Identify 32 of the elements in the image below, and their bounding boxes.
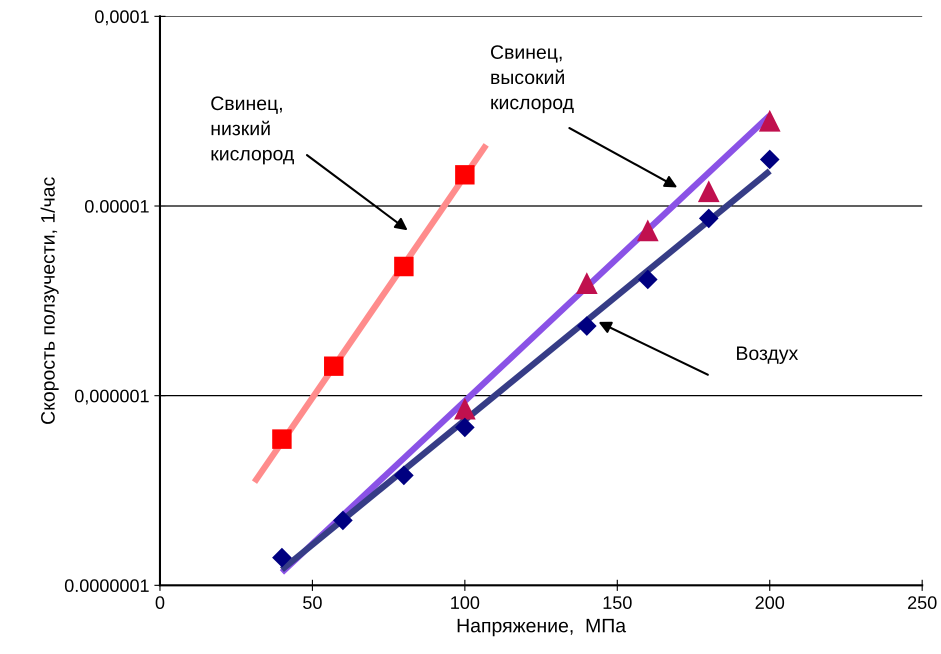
- y-axis-title: Скорость ползучести, 1/час: [40, 177, 59, 424]
- point: [577, 316, 596, 336]
- x-tick-label: 50: [303, 596, 322, 610]
- point: [272, 429, 292, 449]
- annotation: Свинец, высокий кислород: [490, 45, 574, 114]
- point: [272, 548, 292, 568]
- y-tick-label: 0.0000001: [64, 579, 149, 592]
- y-tick-label: 0.00001: [85, 200, 149, 213]
- point: [394, 466, 414, 485]
- point: [455, 418, 474, 437]
- y-tick-label: 0,000001: [74, 390, 149, 405]
- point: [454, 398, 476, 420]
- point: [699, 208, 718, 228]
- x-tick-label: 200: [756, 596, 784, 610]
- point: [637, 220, 658, 242]
- x-tick-label: 0: [156, 596, 164, 610]
- point: [759, 110, 780, 132]
- point: [394, 256, 414, 276]
- annotation: Свинец, низкий кислород: [211, 96, 294, 164]
- annotation: Воздух: [737, 346, 798, 364]
- point: [638, 270, 658, 289]
- point: [698, 181, 720, 202]
- x-tick-label: 100: [451, 596, 480, 610]
- point: [576, 273, 598, 294]
- x-tick-label: 250: [908, 596, 937, 610]
- y-tick-label: 0,0001: [95, 10, 149, 26]
- point: [324, 356, 344, 376]
- x-tick-label: 150: [604, 596, 632, 610]
- point: [455, 165, 475, 185]
- point: [333, 510, 352, 530]
- x-axis-title: Напряжение, МПа: [458, 618, 626, 636]
- point: [760, 150, 780, 169]
